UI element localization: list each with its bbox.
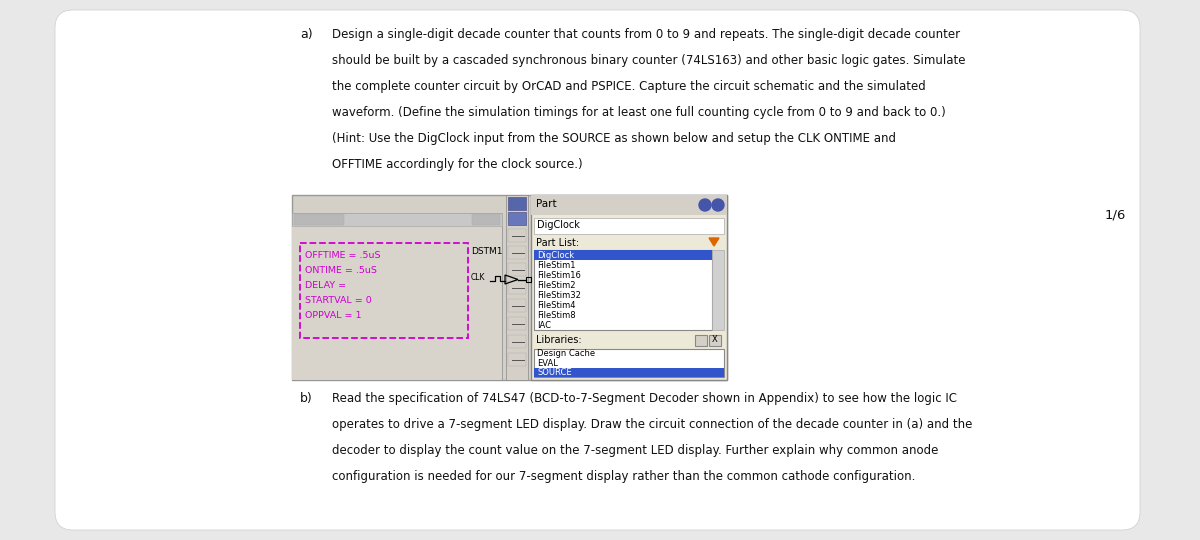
Bar xyxy=(534,368,724,377)
Text: (Hint: Use the DigClock input from the SOURCE as shown below and setup the CLK O: (Hint: Use the DigClock input from the S… xyxy=(332,132,896,145)
Text: IAC: IAC xyxy=(538,321,551,329)
Text: b): b) xyxy=(300,392,313,405)
Bar xyxy=(508,335,526,348)
Text: OFFTIME accordingly for the clock source.): OFFTIME accordingly for the clock source… xyxy=(332,158,583,171)
Circle shape xyxy=(698,199,710,211)
Bar xyxy=(506,195,528,380)
Text: ONTIME = .5uS: ONTIME = .5uS xyxy=(305,266,377,275)
Text: 1/6: 1/6 xyxy=(1104,208,1126,221)
Bar xyxy=(508,229,526,242)
Polygon shape xyxy=(709,238,719,246)
Text: EVAL: EVAL xyxy=(538,359,558,368)
Text: the complete counter circuit by OrCAD and PSPICE. Capture the circuit schematic : the complete counter circuit by OrCAD an… xyxy=(332,80,925,93)
Text: decoder to display the count value on the 7-segment LED display. Further explain: decoder to display the count value on th… xyxy=(332,444,938,457)
Bar xyxy=(508,212,526,225)
Text: OPPVAL = 1: OPPVAL = 1 xyxy=(305,311,361,320)
Text: DigClock: DigClock xyxy=(538,251,574,260)
Bar xyxy=(508,263,526,276)
Bar xyxy=(709,335,721,346)
Text: Design a single-digit decade counter that counts from 0 to 9 and repeats. The si: Design a single-digit decade counter tha… xyxy=(332,28,960,41)
Bar xyxy=(292,195,727,380)
Bar xyxy=(508,197,526,210)
Text: FileStim32: FileStim32 xyxy=(538,291,581,300)
Text: DigClock: DigClock xyxy=(538,220,580,230)
Text: CLK: CLK xyxy=(470,273,486,282)
Bar xyxy=(508,299,526,312)
Bar xyxy=(294,214,344,225)
Text: FileStim8: FileStim8 xyxy=(538,310,576,320)
Bar xyxy=(534,250,712,260)
Bar xyxy=(534,349,724,377)
Text: FileStim16: FileStim16 xyxy=(538,271,581,280)
Text: should be built by a cascaded synchronous binary counter (74LS163) and other bas: should be built by a cascaded synchronou… xyxy=(332,54,966,67)
Bar xyxy=(695,335,707,346)
Bar xyxy=(534,218,724,234)
Bar xyxy=(508,281,526,294)
Bar xyxy=(508,317,526,330)
Bar xyxy=(530,195,727,215)
Bar xyxy=(472,214,500,225)
Text: a): a) xyxy=(300,28,313,41)
Text: OFFTIME = .5uS: OFFTIME = .5uS xyxy=(305,251,380,260)
Text: Part: Part xyxy=(536,199,557,209)
Text: operates to drive a 7-segment LED display. Draw the circuit connection of the de: operates to drive a 7-segment LED displa… xyxy=(332,418,972,431)
Bar xyxy=(712,250,724,330)
Bar xyxy=(292,213,502,226)
Bar xyxy=(534,250,712,330)
Text: SOURCE: SOURCE xyxy=(538,368,571,377)
Text: Part List:: Part List: xyxy=(536,238,580,248)
Text: Read the specification of 74LS47 (BCD-to-7-Segment Decoder shown in Appendix) to: Read the specification of 74LS47 (BCD-to… xyxy=(332,392,958,405)
Text: FileStim4: FileStim4 xyxy=(538,300,576,309)
Circle shape xyxy=(712,199,724,211)
Text: Design Cache: Design Cache xyxy=(538,349,595,358)
Text: X: X xyxy=(712,335,718,345)
Text: waveform. (Define the simulation timings for at least one full counting cycle fr: waveform. (Define the simulation timings… xyxy=(332,106,946,119)
Text: STARTVAL = 0: STARTVAL = 0 xyxy=(305,296,372,305)
Text: configuration is needed for our 7-segment display rather than the common cathode: configuration is needed for our 7-segmen… xyxy=(332,470,916,483)
Bar xyxy=(292,226,502,380)
Bar xyxy=(526,276,530,281)
Bar xyxy=(508,353,526,366)
Text: FileStim2: FileStim2 xyxy=(538,280,576,289)
Bar xyxy=(292,213,502,380)
FancyBboxPatch shape xyxy=(55,10,1140,530)
Text: Libraries:: Libraries: xyxy=(536,335,582,345)
Bar xyxy=(530,195,727,380)
Text: FileStim1: FileStim1 xyxy=(538,260,576,269)
Bar xyxy=(508,246,526,259)
Text: DSTM1: DSTM1 xyxy=(470,247,503,256)
Text: DELAY =: DELAY = xyxy=(305,281,346,290)
